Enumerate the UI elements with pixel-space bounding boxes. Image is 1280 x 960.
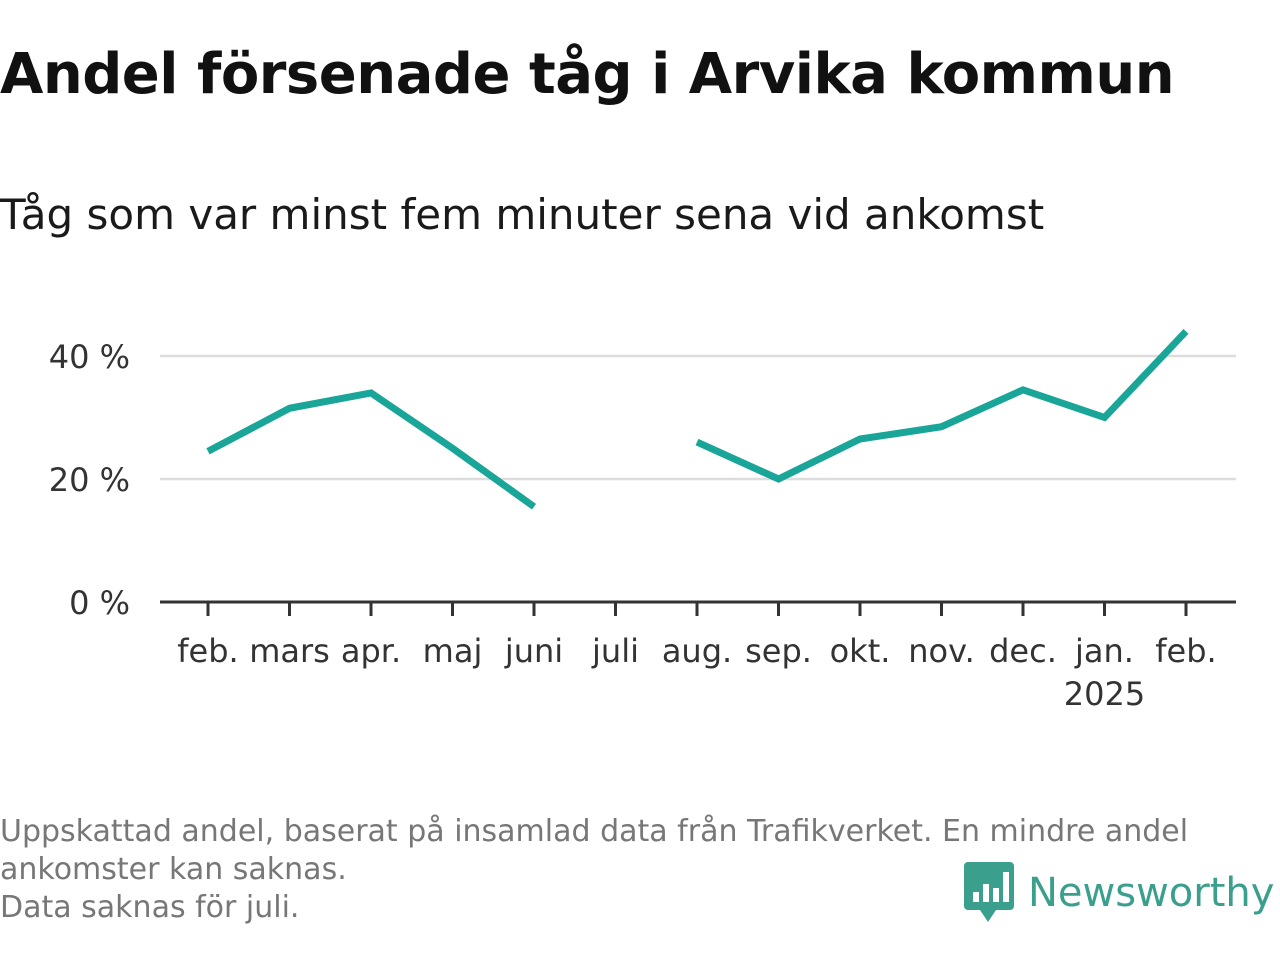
series-lines — [206, 328, 1189, 510]
line-chart: 0 % 20 % 40 % feb. mars apr. maj juni juli aug. s… — [49, 328, 1236, 713]
newsworthy-logo-icon — [964, 862, 1014, 922]
x-tick-sublabel: 2025 — [1064, 675, 1145, 713]
newsworthy-logo-text: Newsworthy — [1028, 870, 1275, 916]
newsworthy-logo: Newsworthy — [964, 862, 1274, 924]
x-tick-label: juli — [591, 632, 639, 670]
x-axis — [160, 600, 1236, 616]
x-tick-label: jan. — [1074, 632, 1134, 670]
footnote-line-2: ankomster kan saknas. — [0, 852, 347, 887]
gridlines — [160, 354, 1236, 481]
x-axis-tick-labels: feb. mars apr. maj juni juli aug. sep. okt. nov. d… — [177, 632, 1216, 713]
y-axis-tick-labels: 0 % 20 % 40 % — [49, 338, 130, 622]
x-tick-label: aug. — [662, 632, 732, 670]
y-tick-label: 0 % — [69, 584, 130, 622]
x-tick-label: dec. — [989, 632, 1057, 670]
footnote-line-1: Uppskattad andel, baserat på insamlad da… — [0, 814, 1189, 849]
x-tick-label: juni — [504, 632, 563, 670]
series-line-segment — [695, 328, 1189, 483]
x-tick-label: okt. — [830, 632, 891, 670]
x-tick-label: feb. — [177, 632, 238, 670]
footnote-line-3: Data saknas för juli. — [0, 890, 300, 925]
y-tick-label: 40 % — [49, 338, 130, 376]
x-tick-label: feb. — [1155, 632, 1216, 670]
chart-title: Andel försenade tåg i Arvika kommun — [0, 42, 1175, 107]
y-tick-label: 20 % — [49, 461, 130, 499]
x-tick-label: apr. — [341, 632, 401, 670]
x-tick-label: mars — [249, 632, 330, 670]
x-tick-label: nov. — [908, 632, 974, 670]
chart-subtitle: Tåg som var minst fem minuter sena vid a… — [0, 190, 1045, 239]
series-line-segment — [206, 389, 537, 510]
x-tick-label: sep. — [745, 632, 812, 670]
x-tick-label: maj — [423, 632, 483, 670]
